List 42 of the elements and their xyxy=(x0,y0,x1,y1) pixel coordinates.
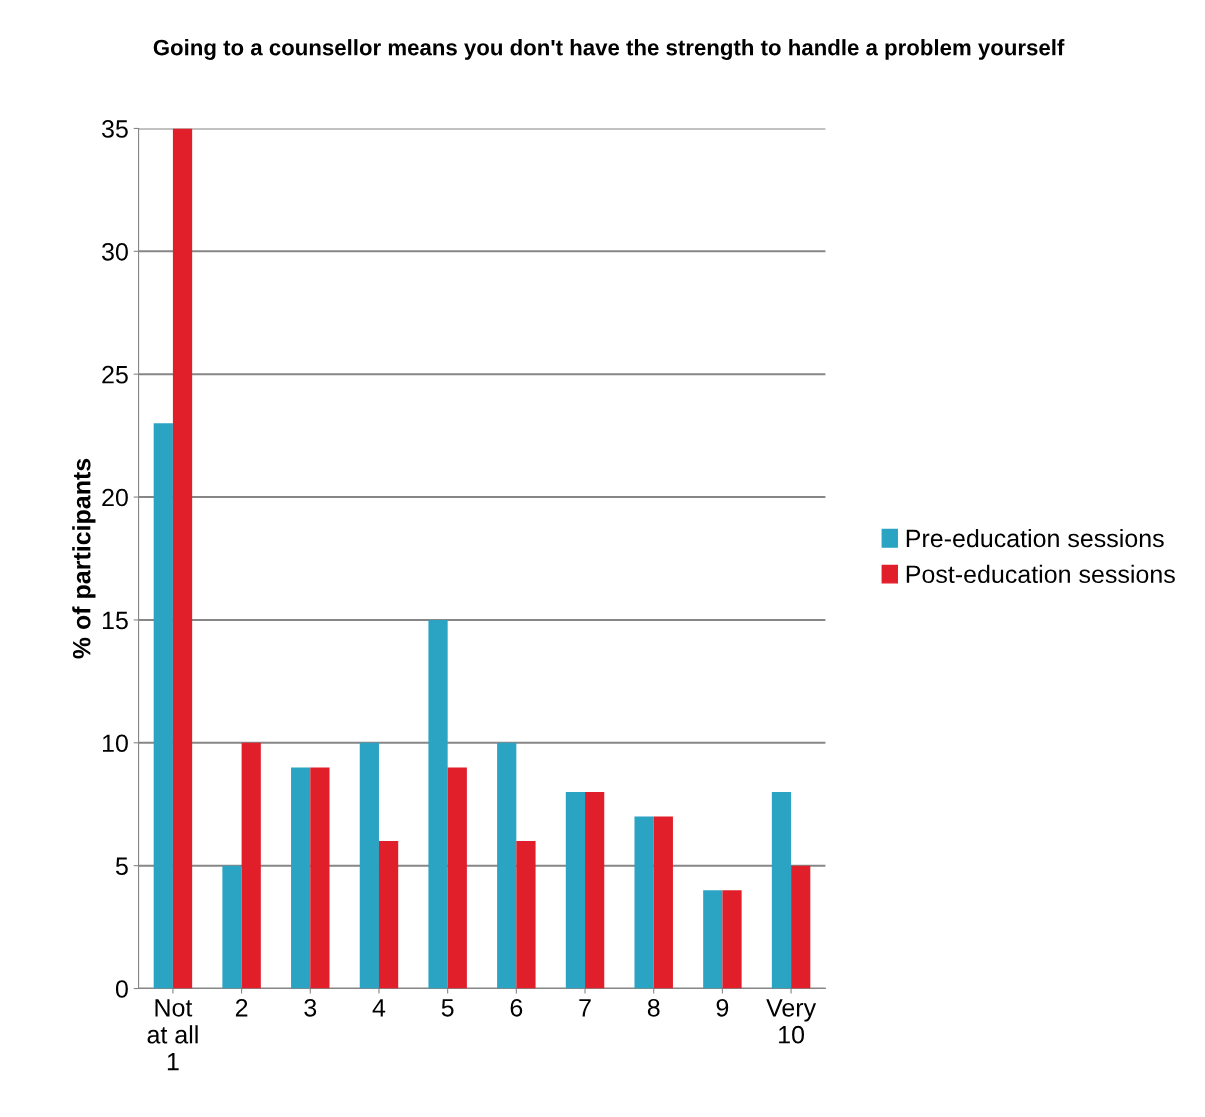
x-tick-label: 4 xyxy=(372,999,386,1017)
y-tick-label: 10 xyxy=(102,734,128,753)
bar xyxy=(703,890,723,989)
y-tick-label: 25 xyxy=(102,365,128,384)
x-tick-label: 7 xyxy=(579,999,591,1017)
y-tick-label: 30 xyxy=(102,242,128,261)
x-tick-label: 6 xyxy=(510,998,523,1017)
y-tick-label: 0 xyxy=(115,980,128,998)
bar xyxy=(791,865,811,989)
x-tick-label: Not at all 1 xyxy=(147,999,198,1071)
bar xyxy=(447,767,467,989)
y-axis-title: % of participants xyxy=(72,458,96,659)
bar xyxy=(585,791,605,989)
x-tick-label: 8 xyxy=(647,998,660,1017)
x-tick-label: 5 xyxy=(441,999,454,1017)
y-tick-label: 20 xyxy=(102,488,128,507)
bar xyxy=(172,128,193,989)
bar xyxy=(153,423,173,989)
bar xyxy=(359,742,379,989)
x-tick-label: 2 xyxy=(235,998,248,1017)
bar xyxy=(497,742,517,989)
legend-label: Pre-education sessions xyxy=(906,528,1164,548)
y-tick-label: 15 xyxy=(102,611,128,630)
chart-title: Going to a counsellor means you don't have the strength to handle a problem yourself xyxy=(153,39,1065,60)
y-tick-label: 35 xyxy=(102,120,128,138)
bar xyxy=(241,742,261,989)
x-tick-label: 9 xyxy=(716,998,729,1017)
bar xyxy=(771,791,792,989)
bar xyxy=(378,841,399,989)
bar xyxy=(291,767,311,989)
bar xyxy=(634,816,654,989)
x-tick-label: Very 10 xyxy=(766,999,817,1044)
legend-label: Post-education sessions xyxy=(906,564,1175,584)
bar xyxy=(222,865,242,989)
x-tick-label: 3 xyxy=(304,998,317,1017)
bar xyxy=(722,890,742,989)
y-tick-label: 5 xyxy=(115,857,128,875)
bar xyxy=(516,841,536,989)
bar xyxy=(653,816,673,989)
bar xyxy=(310,767,330,989)
bar xyxy=(428,619,448,989)
bar xyxy=(565,791,586,989)
